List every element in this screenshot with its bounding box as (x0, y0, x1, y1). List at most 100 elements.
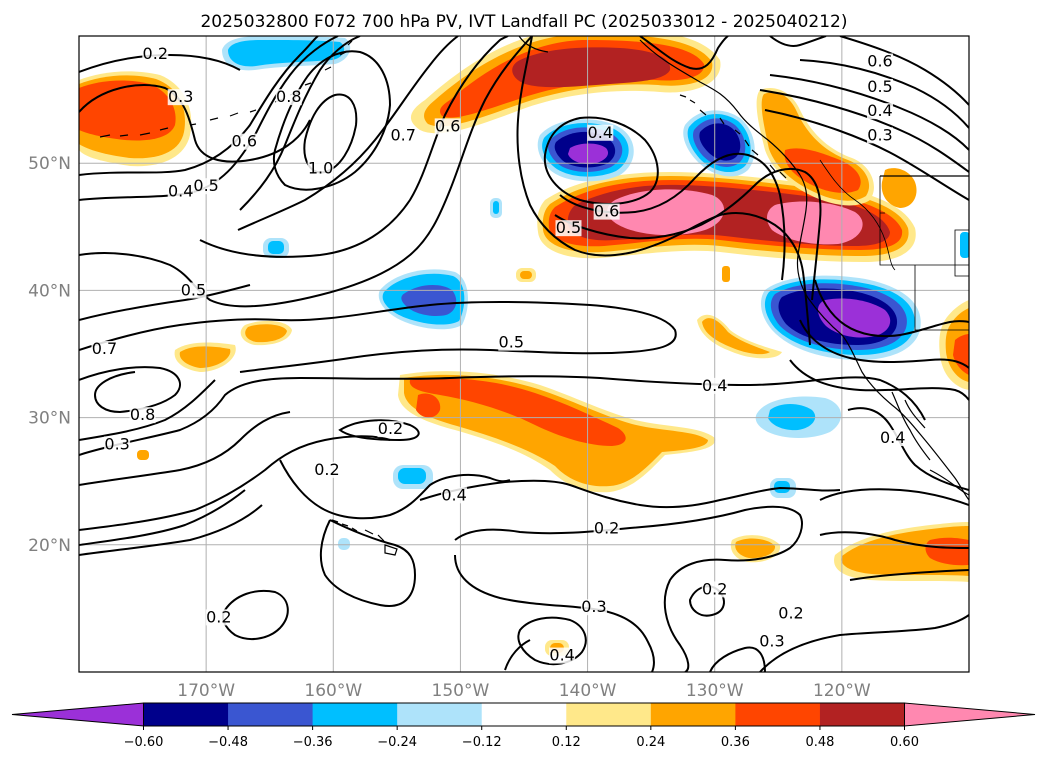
ivt-neg-california-purple (817, 298, 891, 338)
pv-contour-label-bg (867, 78, 893, 95)
pv-contour-02-closed (338, 419, 420, 442)
pv-contour-04-west (79, 375, 926, 456)
ivt-pos-rockies (881, 168, 917, 208)
ivt-pos-gulf-alaska-dark (512, 47, 671, 88)
ivt-pos-pnw-pink-a (607, 189, 725, 236)
pv-contour-05-west (79, 284, 251, 321)
pv-contour-label: 0.7 (390, 125, 415, 144)
pv-contour-label: 0.5 (193, 176, 218, 195)
ivt-neg-aleutian-cyan (228, 40, 345, 67)
colorbar-segment (228, 703, 314, 726)
ivt-neg-alaska-navy (699, 123, 741, 161)
pv-contour-label-bg (275, 89, 302, 106)
pv-contour-label: 0.3 (168, 87, 193, 106)
pv-contour-east-subtropic (819, 488, 969, 506)
pv-contour-label: 0.2 (594, 518, 619, 537)
ivt-shading (79, 36, 969, 656)
pv-contour-label-bg (701, 377, 728, 394)
colorbar-tick-label: 0.48 (805, 735, 834, 750)
ivt-neg-small-5 (960, 232, 969, 258)
pv-contour-02-hawaii (279, 459, 511, 520)
colorbar-extend-low (11, 702, 144, 727)
pv-contour-cutoff-lobe (814, 279, 969, 338)
pv-contour-label-bg (193, 178, 220, 195)
pv-contour-04-central (419, 479, 841, 509)
pv-contour-label: 0.4 (880, 428, 905, 447)
pv-contour-label-bg (104, 436, 131, 453)
colorbar-tick-label: 0.60 (890, 735, 919, 750)
pv-contour-ridge-north-b (769, 36, 827, 47)
colorbar-frame (143, 702, 905, 727)
pv-contour-02-west (79, 435, 391, 531)
pv-contour-label-bg (498, 334, 525, 351)
coast-mexico (929, 469, 969, 496)
pv-contour-gulf-ring-04 (543, 116, 659, 205)
ivt-neg-central-blue (401, 284, 457, 316)
coast-west-us (796, 174, 969, 501)
ivt-pos-blob-1-core (245, 324, 287, 343)
pv-contour-03-south-east (709, 646, 766, 672)
lat-axis-labels: 50°N 40°N 30°N 20°N (28, 154, 71, 556)
pv-contour-ridge-north (639, 36, 729, 70)
pv-contour-label-bg (142, 45, 169, 62)
pv-contour-label: 0.5 (556, 218, 581, 237)
pv-contour-label: 0.2 (378, 419, 403, 438)
pv-contour-03-far-west (79, 504, 263, 556)
border-states (879, 176, 969, 331)
pv-contour-label: 0.6 (867, 52, 892, 71)
pv-contour-label: 0.2 (778, 604, 803, 623)
pv-contour-02-north (79, 53, 241, 73)
pv-contour-04-east (847, 407, 969, 491)
ivt-pos-central-red-b (416, 393, 441, 418)
pv-contour-label: 0.3 (759, 632, 784, 651)
lon-label: 160°W (304, 681, 362, 701)
ivt-neg-small-6 (338, 538, 350, 550)
ivt-pos-east-subtropic-orange (841, 526, 969, 576)
pv-contour-label-bg (167, 89, 194, 106)
pv-contour-label: 0.4 (441, 485, 466, 504)
colorbar-tick-label: −0.60 (124, 735, 164, 750)
pv-contour-label: 0.8 (276, 87, 301, 106)
pv-contour-label: 0.5 (181, 280, 206, 299)
lon-label: 150°W (432, 681, 490, 701)
pv-contour-03-west (79, 411, 291, 486)
pv-contour-label-bg (778, 605, 804, 622)
pv-contour-label-bg (91, 341, 118, 357)
ivt-pos-tiny-3 (137, 450, 149, 460)
pv-contour-label-bg (307, 160, 334, 177)
pv-contour-cutoff-lobe-2 (799, 319, 969, 369)
colorbar-tick-label: −0.36 (293, 735, 333, 750)
gridlines (79, 36, 969, 672)
pv-contour-label-bg (555, 220, 582, 237)
pv-contour-label-bg (205, 609, 232, 626)
colorbar-tick-label: 0.12 (552, 735, 581, 750)
pv-contour-05-trough (79, 36, 533, 308)
plot-title: 2025032800 F072 700 hPa PV, IVT Landfall… (200, 12, 847, 32)
pv-contour-label-bg (593, 520, 620, 537)
coast-hawaii (331, 519, 398, 556)
colorbar-segment (566, 703, 652, 726)
pv-contour-east-07 (839, 36, 969, 106)
pv-contour-label-bg (390, 127, 417, 144)
pv-contour-label-bg (377, 421, 404, 438)
pv-contour-02-ring-sw (222, 590, 289, 641)
colorbar: −0.60 −0.48 −0.36 −0.24 −0.12 0.12 0.24 0.36 0.4… (11, 702, 1036, 750)
pv-contour-labels: 0.20.30.4 0.50.60.81.00.7 0.6 0.40.60.50.60… (91, 44, 906, 665)
pv-contour-east-03 (764, 109, 969, 201)
pv-contour-label-bg (434, 118, 461, 135)
pv-contour-label-bg (867, 103, 893, 120)
lon-label: 120°W (813, 681, 871, 701)
pv-contour-label: 0.3 (867, 125, 892, 144)
pv-contour-label: 0.4 (867, 101, 892, 120)
pv-contour-label-bg (593, 203, 620, 220)
pv-contour-label: 0.4 (168, 181, 193, 200)
ivt-pos-west-red (79, 80, 176, 141)
pv-contour-label-bg (180, 282, 207, 299)
pv-contour-label-bg (441, 487, 468, 504)
pv-contour-02-central-south (454, 505, 803, 672)
pv-contour-label: 0.3 (581, 597, 606, 616)
pv-contour-label: 0.6 (232, 132, 257, 151)
pv-contour-label: 0.4 (549, 646, 574, 665)
pv-contour-label-bg (231, 133, 258, 150)
